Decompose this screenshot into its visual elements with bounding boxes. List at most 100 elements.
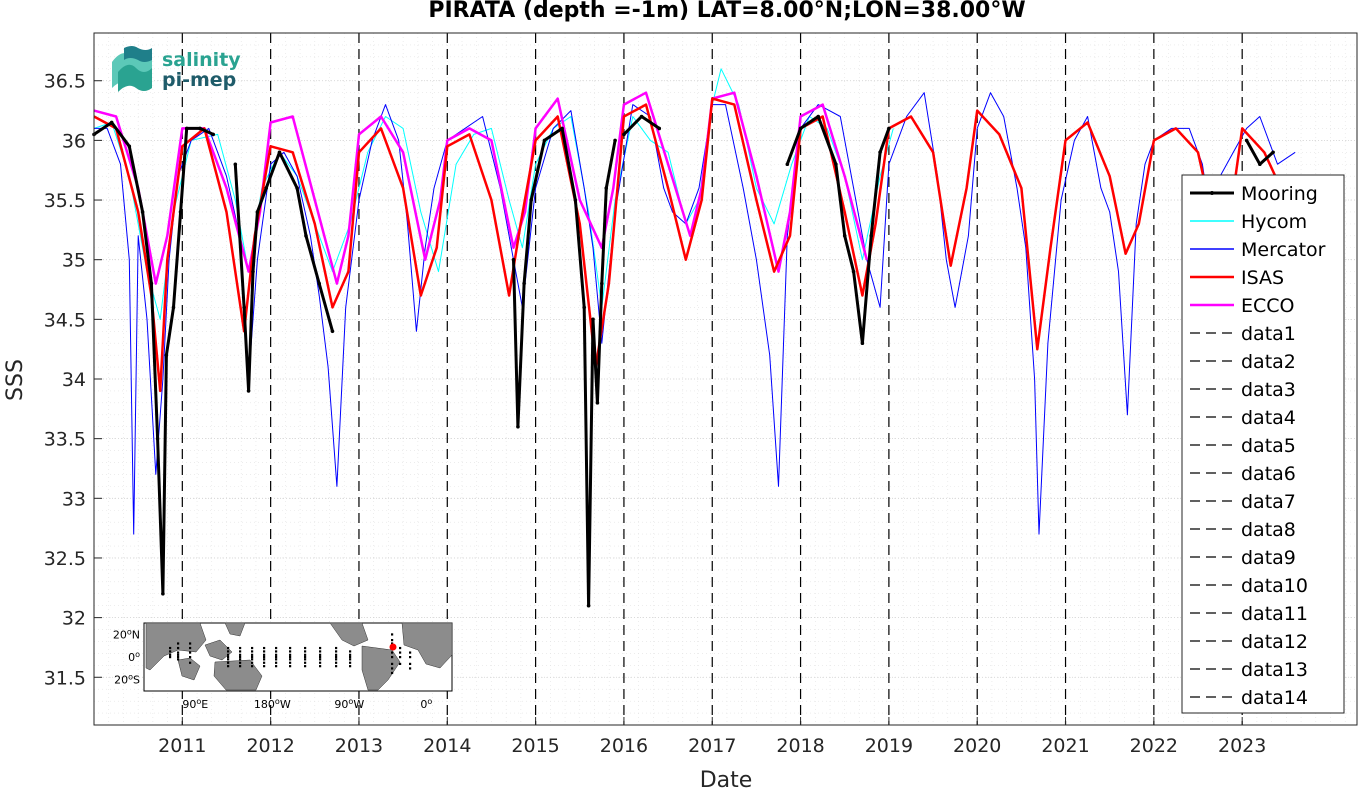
- series-point-mooring: [834, 162, 838, 167]
- map-lon-label: 90oW: [334, 697, 364, 711]
- series-point-mooring: [304, 234, 308, 238]
- x-tick-label: 2019: [865, 735, 913, 757]
- buoy-dot: [289, 665, 292, 668]
- series-point-mooring: [155, 436, 160, 441]
- buoy-dot: [177, 651, 180, 654]
- legend-marker: [1210, 191, 1214, 195]
- series-point-mooring: [264, 186, 269, 190]
- series-point-mooring: [184, 126, 189, 131]
- series-line-ecco: [93, 91, 869, 285]
- map-longitude-labels: 90oE 180oW 90oW 0o: [182, 697, 432, 711]
- legend-box: [1181, 174, 1345, 714]
- legend-label: data14: [1241, 687, 1308, 709]
- series-point-mooring: [198, 126, 202, 131]
- series-point-mooring: [529, 198, 533, 202]
- legend-items: Mooring Hycom Mercator ISAS ECCO data1 data2 da…: [1190, 183, 1326, 709]
- x-axis-ticks: 2011 2012 2013 2014 2015 2016 2017 2018 2019 2020…: [158, 717, 1266, 757]
- series-point-mooring: [233, 162, 238, 167]
- x-tick-label: 2021: [1041, 735, 1089, 757]
- buoy-dot: [169, 653, 172, 656]
- buoy-dot: [335, 661, 338, 664]
- series-point-mooring: [560, 126, 564, 131]
- series-point-mooring: [330, 329, 335, 334]
- buoy-dot: [349, 653, 352, 656]
- buoy-dot: [399, 656, 402, 659]
- buoy-dot: [399, 646, 402, 650]
- legend-label: data7: [1241, 491, 1296, 513]
- buoy-dot: [335, 656, 338, 659]
- buoy-dot: [304, 646, 307, 650]
- series-point-mooring: [277, 150, 282, 155]
- buoy-dot: [289, 656, 292, 659]
- buoy-dot: [391, 671, 394, 675]
- series-point-mooring: [613, 138, 617, 143]
- series-point-mooring: [127, 144, 132, 149]
- buoy-dot: [304, 653, 307, 656]
- series-point-mooring: [842, 234, 847, 238]
- buoy-dot: [275, 650, 278, 653]
- series-point-mooring: [1271, 150, 1275, 155]
- buoy-dot: [289, 661, 292, 664]
- buoy-dot: [319, 658, 322, 661]
- buoy-dot: [409, 662, 412, 665]
- legend: Mooring Hycom Mercator ISAS ECCO data1 data2 da…: [1181, 174, 1345, 714]
- series-point-mooring: [573, 198, 578, 202]
- buoy-dot: [177, 656, 180, 659]
- buoy-dot: [189, 642, 192, 645]
- y-axis-label: SSS: [3, 359, 28, 401]
- x-tick-label: 2013: [335, 735, 383, 757]
- series-point-mooring: [878, 150, 882, 155]
- x-tick-label: 2016: [600, 735, 648, 757]
- legend-label: data8: [1241, 519, 1296, 541]
- buoy-dot: [409, 656, 412, 659]
- buoy-dot: [275, 656, 278, 659]
- buoy-dot: [169, 656, 172, 659]
- buoy-dot: [391, 639, 394, 642]
- buoy-dot: [189, 656, 192, 659]
- buoy-dot: [239, 665, 242, 668]
- y-tick-label: 35: [62, 250, 86, 272]
- inset-map: 20oN 0o 20oS 90oE 180oW 90oW 0o: [113, 622, 453, 711]
- legend-label: data5: [1241, 435, 1296, 457]
- buoy-dot: [263, 653, 266, 656]
- buoy-dot: [304, 665, 307, 668]
- buoy-dot: [304, 650, 307, 653]
- map-lat-label: 0o: [128, 650, 140, 664]
- buoy-dot: [227, 658, 230, 661]
- x-tick-label: 2014: [423, 735, 471, 757]
- y-tick-label: 33.5: [44, 429, 86, 451]
- series-line-mercator: [94, 92, 1296, 535]
- y-tick-label: 34.5: [44, 309, 86, 331]
- series-point-mooring: [591, 317, 595, 322]
- map-lat-label: 20oN: [113, 627, 140, 641]
- buoy-dot: [399, 662, 402, 665]
- series-line-isas: [93, 97, 1288, 393]
- x-axis-label: Date: [700, 768, 753, 790]
- series-point-mooring: [851, 269, 856, 274]
- buoy-dot: [251, 661, 254, 664]
- series-point-mooring: [586, 603, 591, 608]
- legend-label: ECCO: [1241, 295, 1295, 317]
- buoy-dot: [177, 658, 180, 661]
- y-tick-label: 34: [62, 369, 86, 391]
- buoy-dot: [227, 665, 230, 668]
- buoy-dot: [391, 651, 394, 654]
- series-point-mooring: [869, 234, 874, 238]
- buoy-dot: [409, 667, 412, 670]
- x-tick-label: 2022: [1130, 735, 1178, 757]
- buoy-dot: [391, 667, 394, 670]
- series-point-mooring: [171, 305, 176, 310]
- series-point-mooring: [798, 126, 803, 131]
- buoy-dot: [319, 653, 322, 656]
- series-point-mooring: [816, 114, 821, 119]
- series-point-mooring: [161, 591, 165, 596]
- series-point-mooring: [542, 138, 547, 143]
- logo-line2: pi-mep: [162, 69, 236, 91]
- map-lon-label: 90oE: [182, 697, 208, 711]
- buoy-dot: [335, 646, 338, 650]
- legend-label: Hycom: [1241, 211, 1307, 233]
- buoy-dot: [349, 658, 352, 661]
- series-point-mooring: [149, 281, 154, 286]
- buoy-dot: [251, 658, 254, 661]
